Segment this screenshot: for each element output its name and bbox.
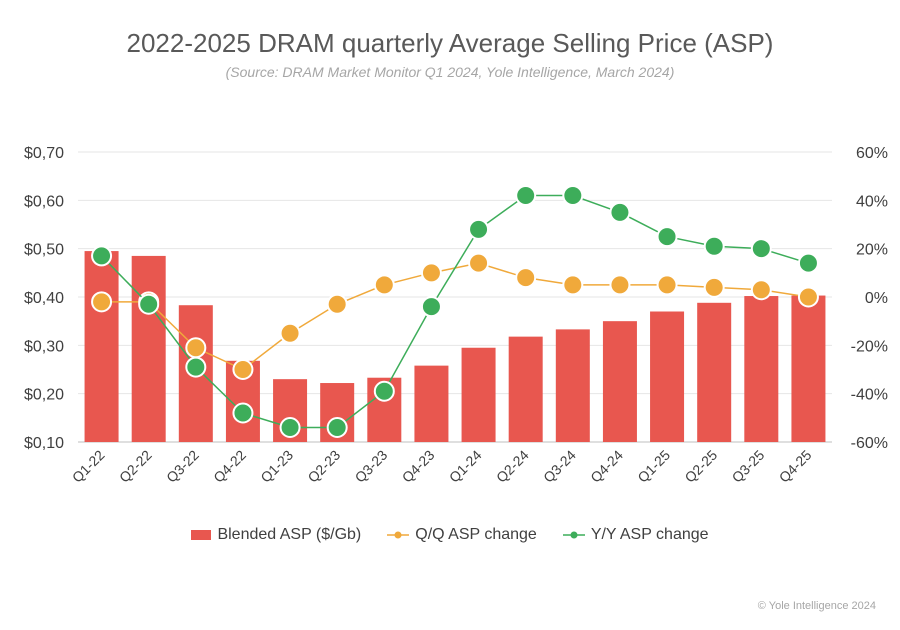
x-tick-label: Q3-23 <box>352 447 391 486</box>
asp-bar <box>131 255 166 442</box>
legend-item-yy-change: Y/Y ASP change <box>562 526 709 544</box>
asp-bar <box>461 347 496 442</box>
legend-label-qq-change: Q/Q ASP change <box>415 526 537 543</box>
x-tick-label: Q4-25 <box>776 447 815 486</box>
x-tick-label: Q4-24 <box>587 447 626 486</box>
asp-bar <box>414 365 449 442</box>
x-tick-label: Q3-22 <box>163 447 202 486</box>
legend-item-qq-change: Q/Q ASP change <box>387 526 537 544</box>
y-right-tick-label: 0% <box>865 290 888 307</box>
qq-change-point <box>91 291 113 313</box>
yy-change-point <box>468 218 490 240</box>
y-left-tick-label: $0,20 <box>24 387 64 404</box>
copyright-note: © Yole Intelligence 2024 <box>757 600 876 612</box>
asp-bar <box>508 336 543 442</box>
x-tick-label: Q2-24 <box>493 447 532 486</box>
y-right-tick-label: 20% <box>856 242 888 259</box>
asp-bar <box>84 251 119 442</box>
y-right-tick-label: 40% <box>856 193 888 210</box>
yy-change-point <box>420 296 442 318</box>
qq-change-point <box>609 274 631 296</box>
yy-change-point <box>656 226 678 248</box>
yy-change-point <box>515 185 537 206</box>
y-left-tick-label: $0,70 <box>24 145 64 162</box>
x-tick-label: Q2-23 <box>304 447 343 486</box>
asp-bar <box>650 311 685 442</box>
x-tick-label: Q3-25 <box>729 447 768 486</box>
qq-change-point <box>703 276 725 298</box>
x-tick-label: Q4-22 <box>210 447 249 486</box>
x-tick-label: Q4-23 <box>399 447 438 486</box>
asp-bar <box>791 295 826 442</box>
qq-change-point <box>750 279 772 301</box>
chart-legend: Blended ASP ($/Gb) Q/Q ASP change Y/Y AS… <box>0 526 900 544</box>
x-tick-label: Q2-22 <box>116 447 155 486</box>
y-left-tick-label: $0,50 <box>24 242 64 259</box>
qq-change-point <box>515 267 537 289</box>
yy-change-point <box>797 252 819 274</box>
qq-change-point <box>326 293 348 315</box>
yy-change-point <box>703 235 725 257</box>
yy-change-point <box>279 417 301 438</box>
yy-change-point <box>373 380 395 402</box>
qq-change-point <box>797 286 819 308</box>
qq-change-point <box>656 274 678 296</box>
legend-swatch-yy-line <box>562 531 585 539</box>
legend-label-yy-change: Y/Y ASP change <box>590 526 709 543</box>
y-left-tick-label: $0,60 <box>24 193 64 210</box>
x-tick-label: Q1-22 <box>69 447 108 486</box>
qq-change-point <box>420 262 442 284</box>
yy-change-point <box>185 356 207 378</box>
legend-label-blended-asp: Blended ASP ($/Gb) <box>217 526 362 543</box>
qq-change-point <box>279 322 301 344</box>
qq-change-point <box>185 337 207 359</box>
yy-change-point <box>562 185 584 206</box>
qq-change-point <box>562 274 584 296</box>
yy-change-point <box>609 201 631 223</box>
y-left-tick-label: $0,30 <box>24 338 64 355</box>
qq-change-point <box>373 274 395 296</box>
x-tick-label: Q2-25 <box>681 447 720 486</box>
yy-change-point <box>232 402 254 424</box>
x-tick-label: Q3-24 <box>540 447 579 486</box>
y-right-tick-label: -40% <box>851 387 888 404</box>
yy-change-point <box>326 417 348 438</box>
chart-subtitle: (Source: DRAM Market Monitor Q1 2024, Yo… <box>225 64 675 80</box>
x-tick-label: Q1-25 <box>634 447 673 486</box>
asp-bar <box>697 302 732 442</box>
asp-bar <box>555 329 590 442</box>
legend-swatch-bar <box>191 530 212 540</box>
yy-change-point <box>750 238 772 260</box>
y-right-tick-label: -60% <box>851 435 888 452</box>
asp-bar <box>744 296 779 442</box>
yy-change-line <box>101 194 809 429</box>
yy-change-point <box>138 293 160 315</box>
y-left-tick-label: $0,10 <box>24 435 64 452</box>
y-left-tick-label: $0,40 <box>24 290 64 307</box>
x-tick-label: Q1-24 <box>446 447 485 486</box>
yy-change-point <box>91 245 113 267</box>
asp-bar <box>602 321 637 442</box>
qq-change-point <box>232 359 254 380</box>
legend-swatch-qq-line <box>387 531 410 539</box>
y-right-tick-label: 60% <box>856 145 888 162</box>
x-tick-label: Q1-23 <box>257 447 296 486</box>
chart-title: 2022-2025 DRAM quarterly Average Selling… <box>126 28 774 58</box>
qq-change-point <box>468 252 490 274</box>
legend-item-blended-asp: Blended ASP ($/Gb) <box>191 526 361 544</box>
y-right-tick-label: -20% <box>851 338 888 355</box>
